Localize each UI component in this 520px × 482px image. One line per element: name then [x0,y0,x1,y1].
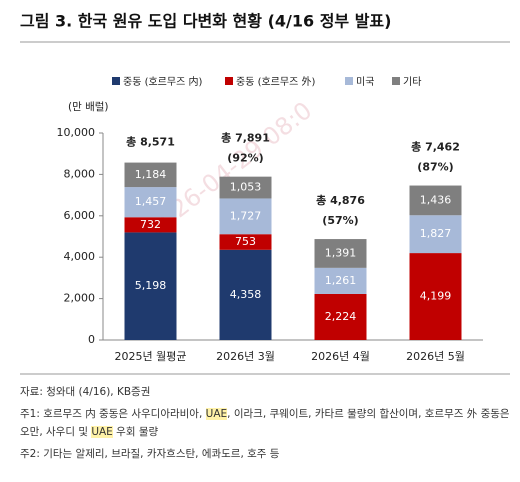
bar-segment [124,217,177,233]
y-axis-label: (만 배럴) [68,100,109,113]
y-tick-label: 0 [88,333,95,346]
y-tick-label: 4,000 [64,250,96,263]
value-label: 1,391 [325,246,357,259]
source: 자료: 청와대 (4/16), KB증권 [20,386,151,398]
total-label: 총 7,891 [221,131,270,145]
legend-swatch [225,77,233,85]
value-label: 753 [235,235,256,248]
legend-label: 기타 [403,76,421,88]
legend-label: 중동 (호르무즈 内) [123,75,202,88]
value-label: 1,184 [135,168,167,181]
x-tick-label: 2025년 월평균 [115,350,187,363]
bar-segment [409,215,462,254]
share-label: (92%) [227,152,263,165]
y-tick-label: 6,000 [64,209,96,222]
bar-segment [124,162,177,188]
legend-label: 중동 (호르무즈 外) [236,76,315,88]
value-label: 1,727 [230,209,262,222]
bar-segment [219,198,272,235]
value-label: 1,053 [230,181,262,194]
notes: 자료: 청와대 (4/16), KB증권 주1: 호르무즈 内 중동은 사우디아… [20,383,510,467]
note: 주1: 호르무즈 内 중동은 사우디아라비아, UAE, 이라크, 쿠웨이트, … [20,405,510,441]
bar-segment [124,187,177,218]
total-label: 총 7,462 [411,140,460,154]
value-label: 5,198 [135,279,167,292]
note-text: , 이라크, 쿠웨이트, 카타르 물량의 합산이며, 호르무즈 外 중동은 오만… [20,408,510,438]
legend-swatch [392,77,400,85]
total-label: 총 8,571 [126,135,175,149]
share-label: (87%) [417,161,453,174]
bar-segment [219,249,272,340]
bar-segment [314,267,367,294]
value-label: 2,224 [325,310,357,323]
x-tick-label: 2026년 5월 [406,350,465,363]
value-label: 732 [140,218,161,231]
share-label: (57%) [322,214,358,227]
bar-segment [409,185,462,216]
bar-segment [124,232,177,340]
note: 주2: 기타는 알제리, 브라질, 카자흐스탄, 에콰도르, 호주 등 [20,448,280,460]
bar-segment [409,253,462,340]
bar-segment [314,239,367,268]
y-tick-label: 10,000 [57,126,96,139]
legend-label: 미국 [356,76,374,88]
value-label: 1,827 [420,227,452,240]
bar-segment [219,234,272,250]
note-text: 주1: 호르무즈 内 중동은 사우디아라비아, [20,408,206,420]
x-tick-label: 2026년 4월 [311,350,370,363]
chart-title: 그림 3. 한국 원유 도입 다변화 현황 (4/16 정부 발표) [20,12,391,31]
note-text: 우회 물량 [112,426,159,438]
highlight-text: UAE [205,408,228,420]
y-tick-label: 8,000 [64,167,96,180]
bar-segment [314,293,367,340]
value-label: 1,457 [135,195,167,208]
total-label: 총 4,876 [316,193,365,207]
bar-segment [219,176,272,199]
x-tick-label: 2026년 3월 [216,350,275,363]
value-label: 1,261 [325,274,357,287]
value-label: 4,358 [230,288,262,301]
y-tick-label: 2,000 [64,292,96,305]
highlight-text: UAE [91,426,113,438]
legend-swatch [112,77,120,85]
legend-swatch [345,77,353,85]
value-label: 1,436 [420,193,452,206]
value-label: 4,199 [420,290,452,303]
